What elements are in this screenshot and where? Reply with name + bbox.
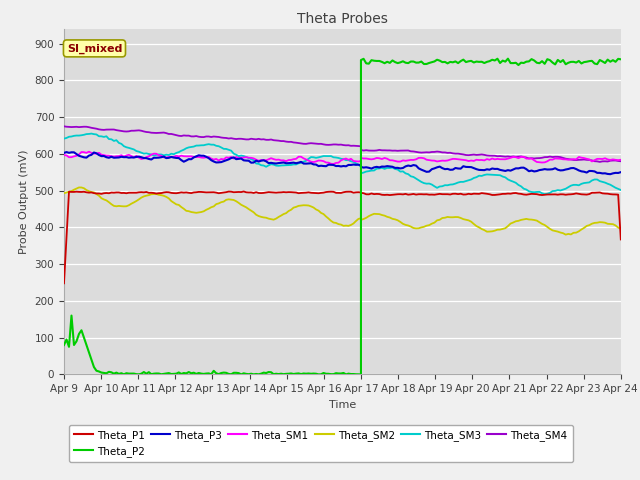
Y-axis label: Probe Output (mV): Probe Output (mV) <box>19 149 29 254</box>
Legend: Theta_P1, Theta_P2, Theta_P3, Theta_SM1, Theta_SM2, Theta_SM3, Theta_SM4: Theta_P1, Theta_P2, Theta_P3, Theta_SM1,… <box>69 424 573 462</box>
Title: Theta Probes: Theta Probes <box>297 12 388 26</box>
X-axis label: Time: Time <box>329 400 356 409</box>
Text: SI_mixed: SI_mixed <box>67 43 122 54</box>
